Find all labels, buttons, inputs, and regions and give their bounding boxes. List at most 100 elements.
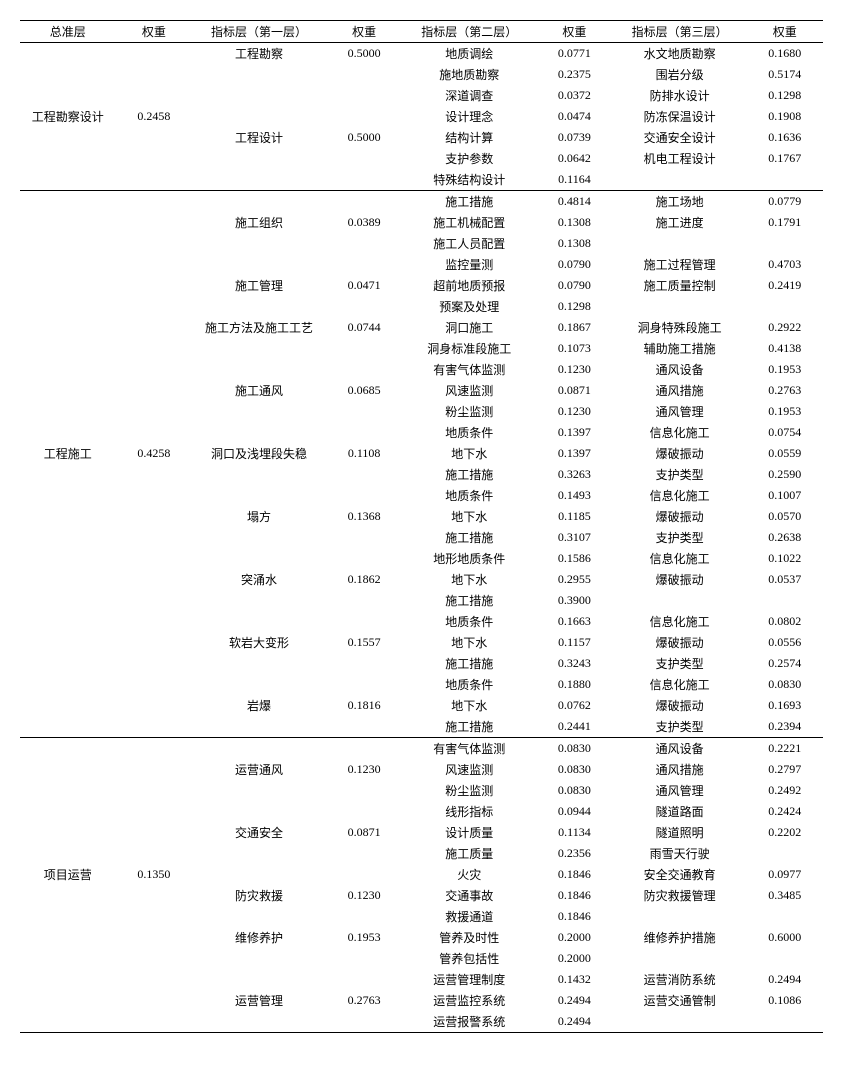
cell-c7: 通风管理 [613, 780, 747, 801]
cell-c1 [20, 485, 116, 506]
cell-c6: 0.2000 [536, 948, 612, 969]
cell-c3 [192, 843, 326, 864]
cell-c1 [20, 506, 116, 527]
cell-c4 [326, 485, 402, 506]
cell-c1 [20, 233, 116, 254]
cell-c5: 地质条件 [402, 485, 536, 506]
cell-c7: 隧道照明 [613, 822, 747, 843]
table-row: 深道调查0.0372防排水设计0.1298 [20, 85, 823, 106]
cell-c8: 0.4138 [746, 338, 823, 359]
cell-c6: 0.0944 [536, 801, 612, 822]
cell-c1 [20, 212, 116, 233]
cell-c1 [20, 906, 116, 927]
cell-c5: 结构计算 [402, 127, 536, 148]
cell-c1 [20, 64, 116, 85]
cell-c5: 地质调绘 [402, 43, 536, 65]
cell-c2 [116, 338, 192, 359]
h7: 指标层（第三层） [613, 21, 747, 43]
cell-c8: 0.1086 [746, 990, 823, 1011]
cell-c7: 维修养护措施 [613, 927, 747, 948]
cell-c8: 0.2221 [746, 738, 823, 760]
table-row: 有害气体监测0.1230通风设备0.1953 [20, 359, 823, 380]
cell-c1 [20, 590, 116, 611]
cell-c8: 0.0754 [746, 422, 823, 443]
cell-c1 [20, 822, 116, 843]
cell-c4: 0.0871 [326, 822, 402, 843]
cell-c3 [192, 738, 326, 760]
cell-c6: 0.0830 [536, 738, 612, 760]
cell-c4 [326, 843, 402, 864]
table-row: 交通安全0.0871设计质量0.1134隧道照明0.2202 [20, 822, 823, 843]
cell-c2 [116, 801, 192, 822]
cell-c4 [326, 464, 402, 485]
weight-table: 总准层 权重 指标层（第一层） 权重 指标层（第二层） 权重 指标层（第三层） … [20, 20, 823, 1033]
cell-c7: 围岩分级 [613, 64, 747, 85]
cell-c8: 0.6000 [746, 927, 823, 948]
cell-c1 [20, 969, 116, 990]
cell-c2 [116, 191, 192, 213]
cell-c6: 0.0771 [536, 43, 612, 65]
cell-c1 [20, 611, 116, 632]
cell-c1 [20, 990, 116, 1011]
cell-c7: 隧道路面 [613, 801, 747, 822]
table-row: 施地质勘察0.2375围岩分级0.5174 [20, 64, 823, 85]
h4: 权重 [326, 21, 402, 43]
cell-c7 [613, 296, 747, 317]
cell-c8 [746, 843, 823, 864]
cell-c2 [116, 359, 192, 380]
table-row: 地形地质条件0.1586信息化施工0.1022 [20, 548, 823, 569]
cell-c5: 设计理念 [402, 106, 536, 127]
cell-c7 [613, 948, 747, 969]
cell-c6: 0.3107 [536, 527, 612, 548]
cell-c3 [192, 233, 326, 254]
table-row: 粉尘监测0.0830通风管理0.2492 [20, 780, 823, 801]
cell-c7 [613, 590, 747, 611]
cell-c3 [192, 801, 326, 822]
cell-c6: 0.2356 [536, 843, 612, 864]
cell-c5: 地质条件 [402, 422, 536, 443]
cell-c5: 施工措施 [402, 716, 536, 738]
h1: 总准层 [20, 21, 116, 43]
cell-c2 [116, 906, 192, 927]
cell-c7: 通风管理 [613, 401, 747, 422]
cell-c2 [116, 885, 192, 906]
cell-c2 [116, 64, 192, 85]
cell-c5: 预案及处理 [402, 296, 536, 317]
cell-c3: 运营管理 [192, 990, 326, 1011]
cell-c4 [326, 296, 402, 317]
cell-c5: 施地质勘察 [402, 64, 536, 85]
header-row: 总准层 权重 指标层（第一层） 权重 指标层（第二层） 权重 指标层（第三层） … [20, 21, 823, 43]
cell-c8: 0.0779 [746, 191, 823, 213]
cell-c2 [116, 695, 192, 716]
cell-c4 [326, 590, 402, 611]
cell-c1 [20, 885, 116, 906]
table-row: 地质条件0.1880信息化施工0.0830 [20, 674, 823, 695]
table-row: 施工方法及施工工艺0.0744洞口施工0.1867洞身特殊段施工0.2922 [20, 317, 823, 338]
table-row: 地质条件0.1663信息化施工0.0802 [20, 611, 823, 632]
cell-c2 [116, 212, 192, 233]
cell-c1 [20, 1011, 116, 1033]
cell-c2 [116, 380, 192, 401]
cell-c6: 0.1298 [536, 296, 612, 317]
cell-c6: 0.0790 [536, 254, 612, 275]
cell-c2: 0.2458 [116, 106, 192, 127]
table-row: 预案及处理0.1298 [20, 296, 823, 317]
cell-c5: 施工措施 [402, 527, 536, 548]
cell-c5: 设计质量 [402, 822, 536, 843]
cell-c6: 0.1073 [536, 338, 612, 359]
cell-c3 [192, 148, 326, 169]
cell-c4 [326, 233, 402, 254]
cell-c6: 0.1586 [536, 548, 612, 569]
cell-c1 [20, 695, 116, 716]
cell-c6: 0.2494 [536, 1011, 612, 1033]
cell-c4 [326, 85, 402, 106]
cell-c7: 支护类型 [613, 527, 747, 548]
cell-c1 [20, 569, 116, 590]
table-row: 线形指标0.0944隧道路面0.2424 [20, 801, 823, 822]
cell-c1 [20, 338, 116, 359]
cell-c8: 0.0830 [746, 674, 823, 695]
table-row: 有害气体监测0.0830通风设备0.2221 [20, 738, 823, 760]
cell-c1 [20, 43, 116, 65]
cell-c6: 0.3243 [536, 653, 612, 674]
cell-c7: 运营消防系统 [613, 969, 747, 990]
